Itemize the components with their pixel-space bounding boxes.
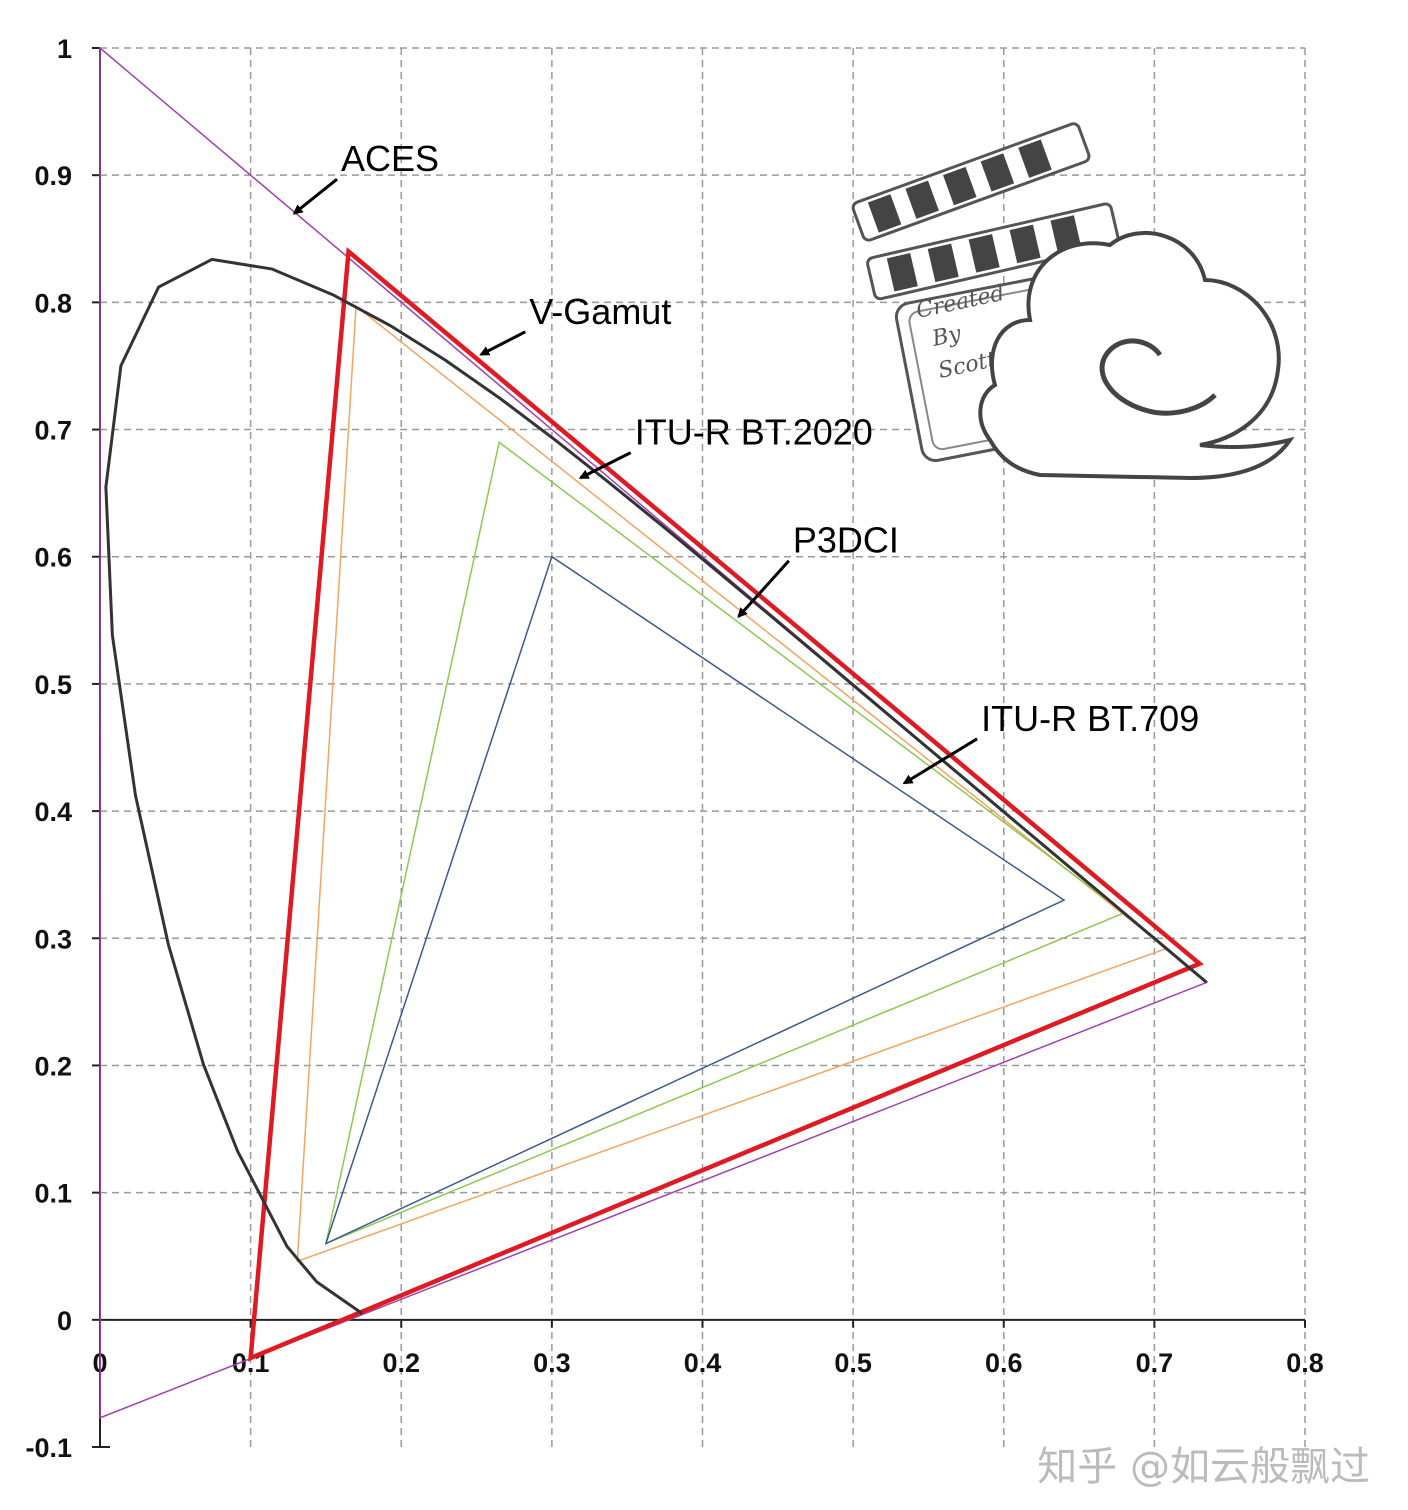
y-tick-label: 0	[57, 1306, 72, 1336]
spectral-locus	[104, 257, 1208, 1315]
annotation-arrow	[902, 737, 978, 785]
x-tick-label: 0.7	[1136, 1348, 1174, 1378]
annotations: ACES V-Gamut ITU-R BT.2020 P3DCI ITU-R BT.70…	[292, 138, 1199, 785]
cloud-swirl	[1099, 338, 1217, 416]
annotation-label: V-Gamut	[529, 291, 671, 332]
y-tick-label: 0.4	[34, 797, 72, 827]
y-tick-label: 0.1	[34, 1179, 72, 1209]
y-tick-label: 0.3	[34, 924, 72, 954]
y-tick-label: 0.5	[34, 670, 72, 700]
y-tick-label: 0.7	[34, 416, 72, 446]
x-tick-label: 0.8	[1286, 1348, 1324, 1378]
gamut-series	[99, 46, 1209, 1419]
annotation-arrow	[292, 178, 338, 215]
y-tick-label: 0.9	[34, 161, 72, 191]
grid	[100, 47, 1306, 1447]
y-tick-label: 1	[57, 34, 72, 64]
x-tick-label: 0.5	[834, 1348, 872, 1378]
series-itu-r-bt-2020	[296, 304, 1168, 1263]
annotation-label: ITU-R BT.2020	[635, 412, 873, 453]
y-tick-labels: 1 0.9 0.8 0.7 0.6 0.5 0.4 0.3 0.2 0.1 0 -0.1	[25, 34, 72, 1463]
annotation-label: ACES	[341, 138, 439, 179]
annotation-label: P3DCI	[793, 520, 899, 561]
y-tick-label: 0.2	[34, 1051, 72, 1081]
x-tick-label: 0.2	[382, 1348, 420, 1378]
watermark: 知乎 @如云般飘过	[1037, 1444, 1370, 1490]
y-tick-label: 0.6	[34, 543, 72, 573]
annotation-arrow	[737, 559, 790, 618]
x-tick-labels: 0 0.1 0.2 0.3 0.4 0.5 0.6 0.7 0.8	[92, 1348, 1323, 1378]
series-v-gamut	[248, 246, 1204, 1362]
y-tick-label: -0.1	[25, 1433, 72, 1463]
cloud-shape	[978, 230, 1295, 481]
series-p3dci	[324, 440, 1126, 1245]
annotation-arrow	[479, 330, 526, 356]
annotation-arrow	[578, 451, 632, 480]
x-tick-label: 0.3	[533, 1348, 571, 1378]
series-aces	[99, 46, 1209, 1419]
x-tick-label: 0.6	[985, 1348, 1023, 1378]
series-itu-r-bt-709	[324, 555, 1066, 1245]
x-tick-label: 0.4	[684, 1348, 722, 1378]
annotation-label: ITU-R BT.709	[981, 698, 1199, 739]
y-tick-label: 0.8	[34, 288, 72, 318]
clapperboard-logo: Created By Scott	[851, 122, 1295, 481]
logo-text-line-2: By	[929, 321, 964, 352]
